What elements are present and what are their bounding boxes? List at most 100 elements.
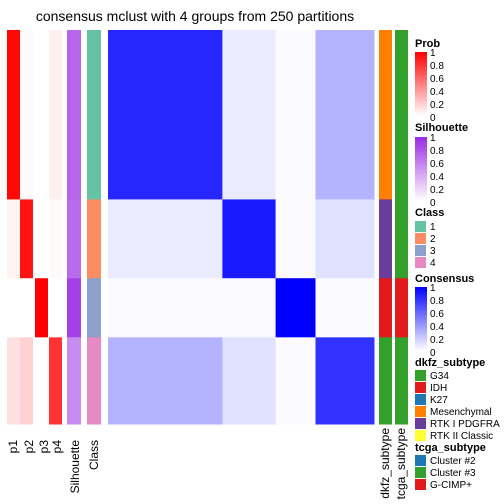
class-cell-1 xyxy=(87,30,101,200)
legend-label-K27: K27 xyxy=(430,395,448,406)
prob-cell-p3-class4 xyxy=(35,337,48,425)
legend-label-Mesenchymal: Mesenchymal xyxy=(430,407,492,418)
cons-ticks-tick-0: 1 xyxy=(430,283,436,294)
legend-label-Cluster-2: Cluster #2 xyxy=(430,456,476,467)
dkfz-cell-class1 xyxy=(379,30,392,200)
legend-swatch-1 xyxy=(415,221,426,232)
prob-cell-p4-class4 xyxy=(49,337,62,425)
cons-ticks-tick-1: 0.8 xyxy=(430,296,444,307)
class-cell-2 xyxy=(87,199,101,279)
prob-cell-p1-class4 xyxy=(7,337,20,425)
silhouette-cell-class1 xyxy=(67,30,81,200)
legend-label-Cluster-3: Cluster #3 xyxy=(430,468,476,479)
prob-cell-p4-class2 xyxy=(49,199,62,279)
cons-ticks-tick-3: 0.4 xyxy=(430,322,444,333)
consensus-block-3-3 xyxy=(275,278,316,338)
cons-ticks-tick-2: 0.6 xyxy=(430,309,444,320)
legend-swatch-Cluster-2 xyxy=(415,455,426,466)
legend-label-G34: G34 xyxy=(430,371,449,382)
legends: Prob 1 0.8 0.6 0.4 0.2 0 Silhouette 1 0.8 0.6 0.… xyxy=(415,38,500,491)
legend-label-IDH: IDH xyxy=(430,383,447,394)
prob-cell-p2-class2 xyxy=(20,199,33,279)
prob-cell-p2-class3 xyxy=(20,278,33,338)
label-silhouette: Silhouette xyxy=(68,440,82,494)
class-cell-3 xyxy=(87,278,101,338)
silhouette-column xyxy=(67,30,81,425)
prob-cell-p1-class3 xyxy=(7,278,20,338)
legend-swatch-G-CIMP- xyxy=(415,479,426,490)
consensus-block-2-1 xyxy=(108,199,223,279)
prob-ticks-tick-5: 0 xyxy=(430,113,436,124)
sil-ticks-tick-2: 0.6 xyxy=(430,159,444,170)
dkfz-subtype-column xyxy=(379,30,392,425)
label-p2: p2 xyxy=(22,440,36,454)
consensus-block-1-3 xyxy=(275,30,316,200)
legend-swatch-IDH xyxy=(415,382,426,393)
legend-swatch-G34 xyxy=(415,370,426,381)
tcga-subtype-column xyxy=(395,30,408,425)
prob-ticks-tick-1: 0.8 xyxy=(430,61,444,72)
legend-prob-title: Prob xyxy=(415,38,440,50)
legend-consensus-gradient xyxy=(415,287,427,351)
legend-label-2: 2 xyxy=(430,234,436,245)
prob-ticks-tick-2: 0.6 xyxy=(430,74,444,85)
label-class: Class xyxy=(87,440,101,470)
legend-class-title: Class xyxy=(415,207,444,219)
dkfz-cell-class2 xyxy=(379,199,392,279)
sil-ticks-tick-1: 0.8 xyxy=(430,146,444,157)
label-p3: p3 xyxy=(37,440,51,454)
prob-ticks-tick-4: 0.2 xyxy=(430,100,444,111)
consensus-block-1-2 xyxy=(222,30,277,200)
sil-ticks-tick-4: 0.2 xyxy=(430,185,444,196)
prob-cell-p2-class4 xyxy=(20,337,33,425)
legend-swatch-3 xyxy=(415,245,426,256)
legend-silhouette-gradient xyxy=(415,137,427,201)
prob-cell-p4-class1 xyxy=(49,30,62,200)
sil-ticks-tick-5: 0 xyxy=(430,198,436,209)
legend-swatch-2 xyxy=(415,233,426,244)
legend-tcga-title: tcga_subtype xyxy=(415,442,486,454)
consensus-block-2-2 xyxy=(222,199,277,279)
consensus-block-3-2 xyxy=(222,278,277,338)
label-dkfz-subtype: dkfz_subtype xyxy=(378,428,392,499)
legend-swatch-K27 xyxy=(415,394,426,405)
prob-columns xyxy=(7,30,62,425)
consensus-block-2-4 xyxy=(315,199,375,279)
label-p1: p1 xyxy=(6,440,20,454)
legend-label-1: 1 xyxy=(430,222,436,233)
tcga-cell-class2 xyxy=(395,199,408,279)
consensus-block-4-1 xyxy=(108,337,223,425)
cons-ticks-tick-5: 0 xyxy=(430,348,436,359)
legend-silhouette-title: Silhouette xyxy=(415,122,468,134)
prob-cell-p4-class3 xyxy=(49,278,62,338)
legend-swatch-RTK-I-PDGFRA xyxy=(415,418,426,429)
consensus-block-3-4 xyxy=(315,278,375,338)
prob-cell-p3-class3 xyxy=(35,278,48,338)
tcga-cell-class4 xyxy=(395,337,408,425)
prob-cell-p1-class1 xyxy=(7,30,20,200)
silhouette-cell-class2 xyxy=(67,199,81,279)
legend-swatch-Cluster-3 xyxy=(415,467,426,478)
legend-silhouette-ticks: 1 0.8 0.6 0.4 0.2 0 xyxy=(430,133,444,209)
cons-ticks-tick-4: 0.2 xyxy=(430,335,444,346)
class-cell-4 xyxy=(87,337,101,425)
prob-cell-p2-class1 xyxy=(20,30,33,200)
prob-cell-p3-class2 xyxy=(35,199,48,279)
sil-ticks-tick-3: 0.4 xyxy=(430,172,444,183)
label-tcga-subtype: tcga_subtype xyxy=(394,428,408,500)
legend-label-3: 3 xyxy=(430,246,436,257)
consensus-block-4-3 xyxy=(275,337,316,425)
consensus-block-4-4 xyxy=(315,337,375,425)
tcga-cell-class1 xyxy=(395,30,408,200)
consensus-block-4-2 xyxy=(222,337,277,425)
legend-swatch-RTK-II-Classic xyxy=(415,430,426,441)
prob-ticks-tick-0: 1 xyxy=(430,48,436,59)
plot-title: consensus mclust with 4 groups from 250 … xyxy=(35,8,355,24)
legend-label-RTK-I-PDGFRA: RTK I PDGFRA xyxy=(430,419,500,430)
legend-swatch-4 xyxy=(415,257,426,268)
prob-cell-p1-class2 xyxy=(7,199,20,279)
